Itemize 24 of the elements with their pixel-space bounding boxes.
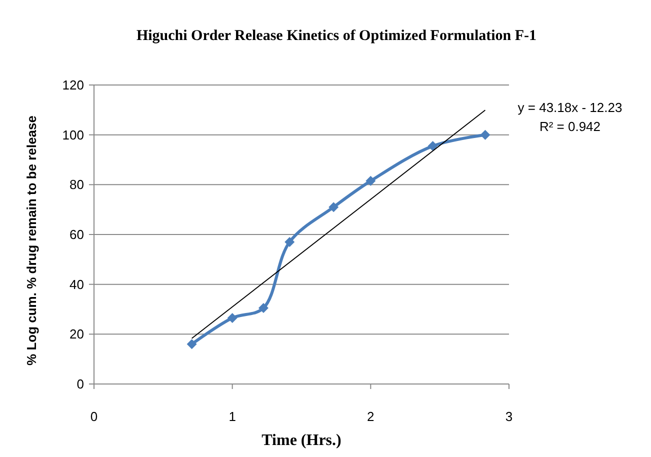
x-tick-label: 3 — [505, 409, 513, 424]
text: y = 43.18x - 12.23 — [518, 100, 622, 115]
point — [227, 312, 238, 323]
y-tick-label: 40 — [70, 276, 84, 292]
point — [428, 141, 438, 152]
y-tick-label: 120 — [62, 78, 84, 93]
x-tick-label: 1 — [228, 409, 236, 424]
text: R² = 0.942 — [539, 119, 601, 134]
point — [366, 176, 376, 186]
point — [328, 202, 339, 212]
chart-title: Higuchi Order Release Kinetics of Optimized Formulation F-1 — [136, 28, 537, 44]
y-tick-label: 80 — [70, 177, 84, 192]
x-tick-label: 0 — [90, 409, 98, 424]
y-tick-label: 0 — [76, 376, 84, 392]
point — [186, 339, 197, 350]
y-tick-label: 20 — [70, 326, 84, 342]
point — [258, 303, 268, 314]
y-axis-title: % Log cum. % drug remain to be release — [24, 116, 39, 366]
x-tick-label: 2 — [367, 409, 374, 424]
x-axis-title: Time (Hrs.) — [262, 432, 342, 449]
y-tick-label: 100 — [62, 127, 84, 142]
point — [480, 130, 490, 140]
point — [284, 236, 295, 247]
y-tick-label: 60 — [70, 227, 84, 242]
